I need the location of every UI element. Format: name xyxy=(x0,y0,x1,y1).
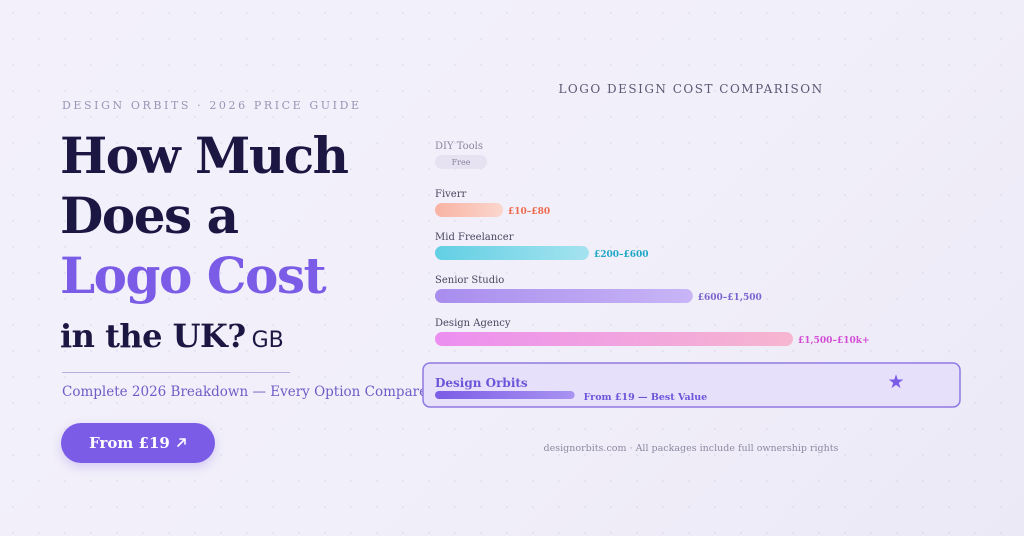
footer-note: designorbits.com · All packages include … xyxy=(543,443,839,454)
value-label: From £19 — Best Value xyxy=(584,392,708,403)
bar xyxy=(435,391,575,399)
bar-row-mid-freelancer: Mid Freelancer £200–£600 xyxy=(435,232,649,260)
value-label: £10–£80 xyxy=(508,207,550,217)
bar xyxy=(435,289,693,303)
bar-row-diy-tools: DIY Tools Free xyxy=(435,141,487,169)
headline-highlight: Logo Cost xyxy=(60,246,327,305)
headline-line-4: in the UK? GB xyxy=(60,316,348,361)
divider xyxy=(62,372,290,373)
category-label: Senior Studio xyxy=(435,275,504,286)
value-label: £600–£1,500 xyxy=(698,293,762,303)
value-label: £200–£600 xyxy=(594,250,649,260)
bar xyxy=(435,246,589,260)
headline-line-4-text: in the UK? xyxy=(60,317,246,355)
value-label: £1,500–£10k+ xyxy=(798,336,870,346)
bar-row-senior-studio: Senior Studio £600–£1,500 xyxy=(435,275,762,303)
category-label: Design Orbits xyxy=(435,376,528,390)
gb-flag-label: GB xyxy=(251,328,284,353)
headline-line-2: Does a xyxy=(60,186,239,245)
bar-row-design-agency: Design Agency £1,500–£10k+ xyxy=(435,318,870,346)
bar xyxy=(435,203,504,217)
arrow-up-right-icon xyxy=(176,434,187,452)
star-icon: ★ xyxy=(887,371,904,393)
category-label: Design Agency xyxy=(435,318,511,329)
bar xyxy=(435,332,793,346)
bar xyxy=(435,155,487,169)
value-label: Free xyxy=(452,158,471,167)
cost-comparison-chart: DIY Tools Free Fiverr £10–£80 Mid Freelancer… xyxy=(422,141,961,408)
headline: How Much Does a Logo Cost in the UK? GB xyxy=(60,126,349,361)
cta-label: From £19 xyxy=(89,434,170,452)
category-label: Mid Freelancer xyxy=(435,232,514,243)
chart-title: LOGO DESIGN COST COMPARISON xyxy=(558,82,824,96)
cta-button[interactable]: From £19 xyxy=(61,423,215,463)
bar-row-design-orbits: Design Orbits From £19 — Best Value ★ xyxy=(422,362,961,408)
headline-line-1: How Much xyxy=(60,126,349,185)
eyebrow-label: DESIGN ORBITS · 2026 PRICE GUIDE xyxy=(62,99,362,112)
category-label: Fiverr xyxy=(435,189,466,200)
subtitle: Complete 2026 Breakdown — Every Option C… xyxy=(62,384,436,400)
category-label: DIY Tools xyxy=(435,141,483,152)
bar-row-fiverr: Fiverr £10–£80 xyxy=(435,189,550,217)
